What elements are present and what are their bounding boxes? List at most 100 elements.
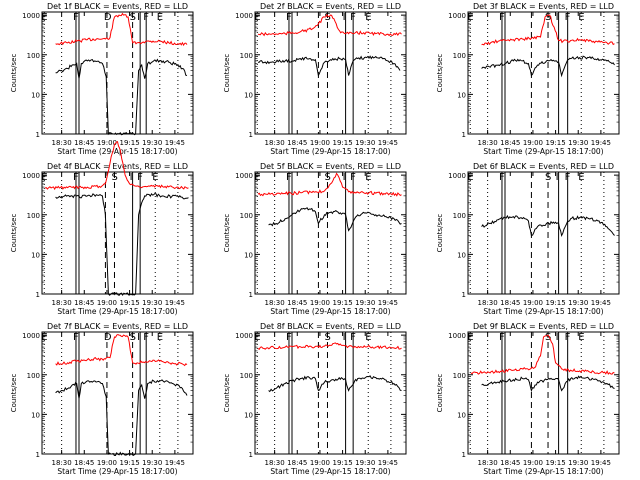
x-tick-label: 18:30 (478, 299, 498, 307)
events-series-line (55, 192, 189, 297)
event-marker-label: E (467, 332, 473, 343)
x-tick-label: 18:45 (287, 459, 307, 467)
x-tick-label: 19:45 (165, 299, 185, 307)
x-tick-label: 19:15 (545, 459, 565, 467)
event-marker-label: F (143, 12, 149, 23)
y-tick-label: 100 (240, 52, 253, 60)
chart-title: Det 1f BLACK = Events, RED = LLD (47, 2, 188, 11)
x-tick-label: 19:45 (591, 139, 611, 147)
y-tick-label: 10 (31, 411, 40, 419)
x-tick-label: 18:45 (500, 139, 520, 147)
x-tick-label: 19:00 (310, 459, 330, 467)
event-marker-label: I (343, 12, 346, 23)
plot-frame (467, 331, 620, 455)
x-tick-label: 18:30 (478, 459, 498, 467)
events-series-line (481, 55, 615, 78)
event-marker-label: S (130, 12, 136, 23)
chart-title: Det 3f BLACK = Events, RED = LLD (473, 2, 614, 11)
event-marker-label: E (254, 172, 260, 183)
plot-frame (254, 331, 407, 455)
y-tick-label: 1 (249, 451, 253, 459)
x-tick-label: 19:45 (591, 299, 611, 307)
y-tick-label: 10 (244, 411, 253, 419)
event-marker-label: E (467, 12, 473, 23)
y-tick-label: 100 (27, 212, 40, 220)
x-tick-label: 18:45 (287, 139, 307, 147)
event-marker-label: S (324, 332, 330, 343)
x-tick-label: 19:45 (591, 459, 611, 467)
y-tick-label: 1 (36, 451, 40, 459)
y-tick-label: 1 (36, 131, 40, 139)
x-tick-label: 19:00 (523, 459, 543, 467)
event-marker-label: E (152, 172, 158, 183)
x-tick-label: 19:00 (97, 459, 117, 467)
x-tick-label: 18:45 (74, 139, 94, 147)
event-marker-label: F (286, 332, 292, 343)
event-marker-label: S (545, 172, 551, 183)
lld-series-line (55, 334, 188, 367)
event-marker-label: E (41, 12, 47, 23)
y-axis-label: Counts/sec (436, 374, 444, 413)
event-marker-label: F (565, 12, 571, 23)
x-tick-label: 19:00 (523, 299, 543, 307)
y-tick-label: 100 (453, 52, 466, 60)
x-tick-label: 19:00 (97, 139, 117, 147)
event-marker-label: E (578, 332, 584, 343)
y-axis-label: Counts/sec (436, 214, 444, 253)
events-series-line (268, 375, 402, 393)
lld-series-line (470, 334, 615, 375)
x-tick-label: 19:30 (355, 139, 375, 147)
y-tick-label: 10 (457, 411, 466, 419)
event-marker-label: F (499, 332, 505, 343)
y-axis-label: Counts/sec (10, 54, 18, 93)
event-marker-label: F (499, 172, 505, 183)
event-marker-label: I (556, 332, 559, 343)
x-tick-label: 18:45 (74, 299, 94, 307)
x-axis-label: Start Time (29-Apr-15 18:17:00) (57, 147, 177, 156)
x-tick-label: 19:15 (332, 299, 352, 307)
y-tick-label: 10 (457, 91, 466, 99)
y-axis-label: Counts/sec (436, 54, 444, 93)
y-tick-label: 1 (462, 131, 466, 139)
y-tick-label: 10 (244, 91, 253, 99)
chart-title: Det 6f BLACK = Events, RED = LLD (473, 162, 614, 171)
event-marker-label: S (130, 332, 136, 343)
lld-series-line (44, 141, 189, 191)
event-marker-label: I (137, 12, 140, 23)
chart-title: Det 9f BLACK = Events, RED = LLD (473, 322, 614, 331)
chart-title: Det 5f BLACK = Events, RED = LLD (260, 162, 401, 171)
y-tick-label: 10 (31, 91, 40, 99)
event-marker-label: F (73, 172, 79, 183)
x-tick-label: 19:30 (568, 299, 588, 307)
lld-series-line (481, 14, 615, 46)
x-tick-label: 18:45 (500, 459, 520, 467)
event-marker-label: E (365, 12, 371, 23)
events-series-line (268, 207, 402, 232)
y-tick-label: 10 (244, 251, 253, 259)
event-marker-label: I (130, 172, 133, 183)
event-marker-label: E (254, 332, 260, 343)
chart-title: Det 7f BLACK = Events, RED = LLD (47, 322, 188, 331)
y-tick-label: 100 (240, 372, 253, 380)
event-marker-label: I (556, 172, 559, 183)
x-tick-label: 19:15 (119, 459, 139, 467)
x-tick-label: 19:15 (332, 459, 352, 467)
event-marker-label: E (578, 172, 584, 183)
x-axis-label: Start Time (29-Apr-15 18:17:00) (270, 147, 390, 156)
events-series-line (481, 214, 615, 237)
plot-frame (254, 171, 407, 295)
x-axis-label: Start Time (29-Apr-15 18:17:00) (483, 307, 603, 316)
y-tick-label: 1 (249, 291, 253, 299)
event-marker-label: E (41, 172, 47, 183)
event-marker-label: E (254, 12, 260, 23)
event-marker-label: F (286, 12, 292, 23)
x-tick-label: 18:45 (287, 299, 307, 307)
x-tick-label: 19:00 (310, 299, 330, 307)
event-marker-label: S (324, 172, 330, 183)
x-tick-label: 18:30 (478, 139, 498, 147)
event-marker-label: F (350, 172, 356, 183)
plot-frame (41, 171, 194, 295)
event-marker-label: I (343, 172, 346, 183)
